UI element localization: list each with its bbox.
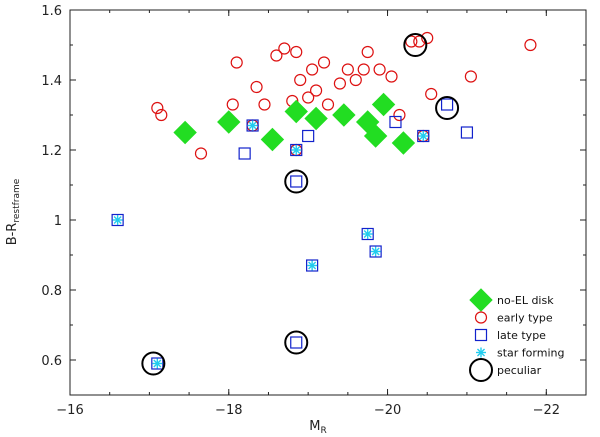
early-type-point — [226, 98, 239, 111]
legend-marker-star-forming — [476, 347, 486, 358]
late-type-point — [151, 357, 164, 370]
legend-marker-early-type — [474, 311, 488, 324]
early-type-point — [194, 147, 208, 160]
plot-frame — [69, 9, 587, 396]
late-type-point — [440, 98, 454, 111]
no-el-disk-point — [391, 131, 416, 155]
star-forming-point — [152, 358, 163, 369]
early-type-point — [393, 108, 406, 122]
late-type-point — [238, 147, 251, 160]
no-el-disk-point — [217, 110, 241, 134]
early-type-point — [524, 38, 537, 52]
star-forming-point — [418, 131, 429, 141]
y-tick-label: 0.6 — [41, 354, 62, 369]
legend-marker-no-el-disk — [469, 288, 493, 312]
late-type-point — [290, 175, 303, 188]
star-forming-point — [362, 229, 373, 239]
early-type-point — [385, 70, 398, 83]
legend-marker-peculiar — [469, 358, 493, 382]
early-type-point — [270, 49, 283, 62]
no-el-disk-point — [363, 124, 388, 148]
peculiar-point — [435, 96, 460, 120]
x-axis-title: MR — [309, 419, 326, 436]
early-type-point — [294, 73, 307, 87]
early-type-point — [258, 98, 271, 111]
star-forming-point — [247, 120, 258, 131]
late-type-point — [246, 119, 259, 132]
tick-labels: −16 −18 −20 −22 0.6 0.8 1 1.2 1.4 1.6 — [41, 4, 560, 418]
late-type-point — [306, 259, 319, 272]
x-tick-label: −20 — [374, 403, 401, 418]
legend-label-peculiar: peculiar — [497, 364, 542, 377]
star-forming-point — [291, 145, 302, 155]
y-tick-label: 1.4 — [41, 74, 62, 89]
x-tick-label: −16 — [56, 403, 83, 418]
early-type-point — [333, 77, 347, 90]
peculiar-point — [284, 330, 309, 355]
legend-label-no-el-disk: no-EL disk — [497, 294, 554, 307]
early-type-point — [306, 63, 319, 76]
data-points — [111, 31, 537, 376]
y-tick-label: 1.2 — [41, 144, 62, 159]
no-el-disk-point — [173, 120, 197, 145]
no-el-disk-point — [260, 127, 285, 152]
late-type-point — [361, 227, 374, 241]
star-forming-point — [112, 215, 123, 225]
star-forming-point — [370, 246, 381, 257]
no-el-disk-point — [304, 106, 328, 131]
x-tick-label: −18 — [215, 403, 242, 418]
early-type-point — [357, 63, 370, 76]
y-tick-label: 1 — [54, 214, 62, 229]
early-type-point — [361, 45, 374, 59]
early-type-point — [464, 70, 477, 83]
late-type-point — [111, 213, 124, 227]
early-type-point — [155, 108, 168, 122]
early-type-point — [278, 42, 291, 55]
late-type-point — [302, 129, 315, 143]
early-type-point — [425, 87, 438, 101]
early-type-point — [421, 31, 434, 45]
tick-marks — [69, 9, 587, 396]
early-type-point — [349, 73, 362, 87]
early-type-point — [290, 45, 303, 59]
axes — [69, 9, 587, 396]
peculiar-point — [284, 169, 309, 194]
x-tick-label: −22 — [533, 403, 560, 418]
early-type-point — [373, 63, 386, 76]
peculiar-point — [403, 33, 428, 57]
early-type-point — [230, 56, 243, 69]
y-tick-label: 0.8 — [41, 284, 62, 299]
legend-label-early-type: early type — [497, 312, 553, 325]
y-tick-label: 1.6 — [41, 4, 62, 19]
early-type-point — [341, 63, 354, 76]
no-el-disk-point — [332, 103, 356, 127]
early-type-point — [250, 80, 263, 94]
late-type-point — [417, 129, 430, 143]
late-type-point — [290, 336, 303, 349]
no-el-disk-point — [284, 99, 308, 124]
y-axis-title: B-Rrestframe — [5, 178, 22, 245]
star-forming-point — [307, 260, 318, 271]
no-el-disk-point — [371, 92, 396, 117]
late-type-point — [460, 126, 474, 139]
early-type-point — [151, 101, 164, 115]
early-type-point — [317, 56, 331, 69]
early-type-point — [302, 91, 315, 104]
early-type-point — [321, 98, 335, 111]
late-type-point — [369, 245, 382, 258]
legend-label-late-type: late type — [497, 329, 546, 342]
late-type-point — [290, 143, 303, 157]
peculiar-point — [141, 351, 166, 376]
early-type-point — [309, 84, 323, 97]
late-type-point — [389, 115, 402, 129]
legend-marker-late-type — [474, 328, 488, 342]
legend-label-star-forming: star forming — [497, 347, 564, 360]
legend: no-EL disk early type late type star formin… — [469, 288, 564, 382]
